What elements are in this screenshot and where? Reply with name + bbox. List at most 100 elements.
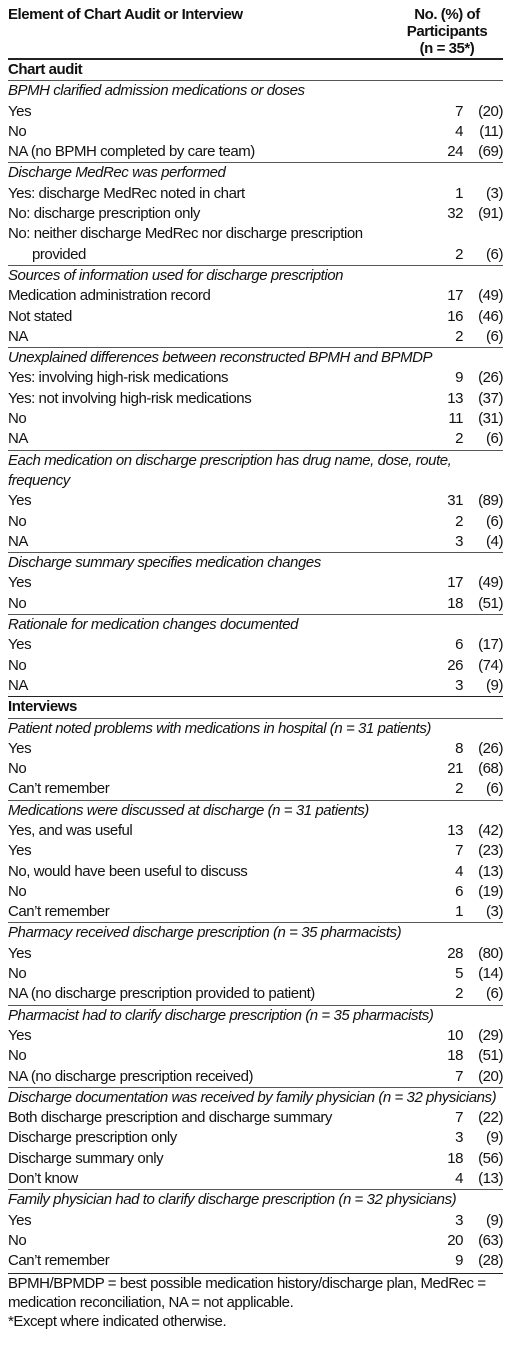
row-count: 32 — [447, 205, 463, 223]
row-count: 18 — [447, 1047, 463, 1065]
table-row: No 6 (19) — [8, 882, 503, 902]
row-label: No — [8, 512, 27, 530]
table-row: Yes: not involving high-risk medications… — [8, 389, 503, 409]
row-percent: (42) — [478, 821, 503, 839]
row-percent: (22) — [478, 1109, 503, 1127]
group-heading: Discharge MedRec was performed — [8, 162, 503, 183]
row-count: 26 — [447, 656, 463, 674]
row-percent: (14) — [478, 965, 503, 983]
row-percent: (9) — [486, 676, 503, 694]
row-count: 2 — [455, 430, 463, 448]
row-label: Yes: not involving high-risk medications — [8, 389, 252, 407]
row-count: 18 — [447, 1149, 463, 1167]
row-label: Can’t remember — [8, 780, 110, 798]
row-percent: (6) — [486, 780, 503, 798]
row-count: 4 — [455, 862, 463, 880]
row-percent: (89) — [478, 492, 503, 510]
table-row: Discharge summary only 18 (56) — [8, 1149, 503, 1169]
row-count: 10 — [447, 1026, 463, 1044]
table-row: NA (no discharge prescription provided t… — [8, 984, 503, 1004]
header-line: Participants — [406, 23, 488, 40]
table-row: No 26 (74) — [8, 656, 503, 676]
row-count: 17 — [447, 574, 463, 592]
row-percent: (69) — [478, 143, 503, 161]
row-count: 3 — [455, 1211, 463, 1229]
table-row: Yes 3 (9) — [8, 1211, 503, 1231]
row-label: No — [8, 594, 27, 612]
row-percent: (3) — [486, 903, 503, 921]
row-percent: (4) — [486, 532, 503, 550]
group-heading: Rationale for medication changes documen… — [8, 614, 503, 635]
table-row: Can’t remember 9 (28) — [8, 1251, 503, 1271]
group-heading: Patient noted problems with medications … — [8, 717, 503, 739]
group-heading: Discharge summary specifies medication c… — [8, 552, 503, 573]
group-heading: Pharmacy received discharge prescription… — [8, 922, 503, 943]
row-label: Yes, and was useful — [8, 821, 133, 839]
row-label: Can’t remember — [8, 1252, 110, 1270]
row-count: 6 — [455, 636, 463, 654]
row-percent: (29) — [478, 1026, 503, 1044]
row-label: No — [8, 882, 27, 900]
header-col2: No. (%) of Participants (n = 35*) — [391, 6, 503, 58]
group-heading: Discharge documentation was received by … — [8, 1086, 503, 1108]
table-row: No 18 (51) — [8, 594, 503, 614]
row-percent: (49) — [478, 287, 503, 305]
table-row: Discharge prescription only 3 (9) — [8, 1128, 503, 1148]
row-label: Yes — [8, 574, 32, 592]
row-label: Don’t know — [8, 1170, 78, 1188]
row-count: 1 — [455, 903, 463, 921]
row-percent: (63) — [478, 1231, 503, 1249]
table-row: Both discharge prescription and discharg… — [8, 1108, 503, 1128]
row-label: Yes — [8, 1026, 32, 1044]
row-count: 4 — [455, 122, 463, 140]
row-percent: (56) — [478, 1149, 503, 1167]
row-label: NA (no discharge prescription provided t… — [8, 985, 315, 1003]
row-label: NA — [8, 327, 28, 345]
row-percent: (26) — [478, 369, 503, 387]
row-count: 11 — [448, 410, 463, 428]
table-row: No 21 (68) — [8, 759, 503, 779]
table-row: Yes 17 (49) — [8, 573, 503, 593]
row-count: 3 — [455, 676, 463, 694]
row-count: 20 — [447, 1231, 463, 1249]
row-percent: (23) — [478, 842, 503, 860]
row-count: 3 — [455, 532, 463, 550]
row-count: 2 — [455, 985, 463, 1003]
row-percent: (6) — [486, 512, 503, 530]
table-row: Not stated 16 (46) — [8, 307, 503, 327]
row-count: 4 — [455, 1170, 463, 1188]
row-percent: (80) — [478, 944, 503, 962]
row-percent: (68) — [478, 760, 503, 778]
row-percent: (28) — [478, 1252, 503, 1270]
table-row: Yes 7 (20) — [8, 102, 503, 122]
table-row: No 5 (14) — [8, 964, 503, 984]
table-row: NA 2 (6) — [8, 327, 503, 347]
row-count: 6 — [455, 882, 463, 900]
header-line: (n = 35*) — [419, 40, 475, 57]
row-label: NA (no discharge prescription received) — [8, 1067, 254, 1085]
row-label: Yes — [8, 636, 32, 654]
table-row: No 2 (6) — [8, 512, 503, 532]
row-label: Yes: involving high-risk medications — [8, 369, 229, 387]
group-heading: Each medication on discharge prescriptio… — [8, 449, 503, 492]
row-count: 31 — [447, 492, 463, 510]
table-row: Yes 31 (89) — [8, 491, 503, 511]
row-percent: (9) — [486, 1129, 503, 1147]
row-label: Not stated — [8, 307, 72, 325]
row-count: 2 — [455, 512, 463, 530]
table-row: No 20 (63) — [8, 1231, 503, 1251]
row-count: 9 — [455, 369, 463, 387]
row-label: No — [8, 656, 27, 674]
footnote: *Except where indicated otherwise. — [8, 1312, 227, 1330]
row-label: Yes — [8, 492, 32, 510]
row-count: 3 — [455, 1129, 463, 1147]
row-label: Discharge prescription only — [8, 1129, 177, 1147]
table-row: NA (no BPMH completed by care team) 24 (69… — [8, 142, 503, 162]
row-count: 18 — [447, 594, 463, 612]
table-row: Yes, and was useful 13 (42) — [8, 821, 503, 841]
table-header: Element of Chart Audit or Interview No. … — [8, 0, 503, 60]
row-count: 16 — [447, 307, 463, 325]
row-percent: (6) — [486, 985, 503, 1003]
row-count: 2 — [455, 245, 463, 263]
row-label: Yes — [8, 944, 32, 962]
